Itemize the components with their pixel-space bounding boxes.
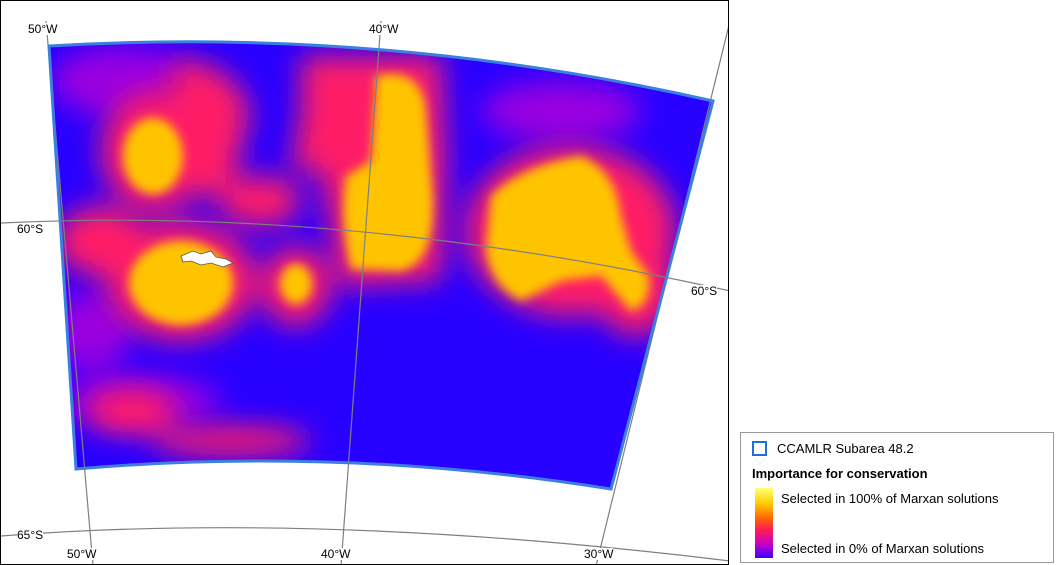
- lat-label-left-65s: 65°S: [17, 528, 44, 542]
- legend-title: Importance for conservation: [752, 466, 928, 481]
- lat-label-right-60s: 60°S: [691, 284, 718, 298]
- boundary-legend-label: CCAMLR Subarea 48.2: [777, 441, 914, 456]
- latitude-line-60s: [1, 219, 728, 292]
- lon-label-bottom-30w: 30°W: [584, 547, 614, 561]
- importance-raster: [49, 41, 713, 489]
- longitude-line-40w: [340, 20, 382, 564]
- map-canvas[interactable]: [1, 1, 729, 565]
- legend-high-label: Selected in 100% of Marxan solutions: [781, 491, 999, 506]
- map-legend: CCAMLR Subarea 48.2 Importance for conse…: [740, 432, 1054, 563]
- lon-label-top-40w: 40°W: [369, 22, 399, 36]
- lat-label-left-60s: 60°S: [17, 222, 44, 236]
- latitude-line-65s: [1, 527, 728, 562]
- lon-label-bottom-50w: 50°W: [67, 547, 97, 561]
- legend-low-label: Selected in 0% of Marxan solutions: [781, 541, 985, 556]
- map-panel[interactable]: 50°W 40°W 50°W 40°W 30°W 60°S 65°S 60°S: [0, 0, 729, 565]
- lon-label-bottom-40w: 40°W: [321, 547, 351, 561]
- boundary-swatch: [752, 441, 767, 456]
- island-shape: [180, 250, 234, 268]
- importance-color-ramp: [755, 488, 773, 558]
- lon-label-top-50w: 50°W: [28, 22, 58, 36]
- ccamlr-subarea-boundary[interactable]: [47, 40, 715, 491]
